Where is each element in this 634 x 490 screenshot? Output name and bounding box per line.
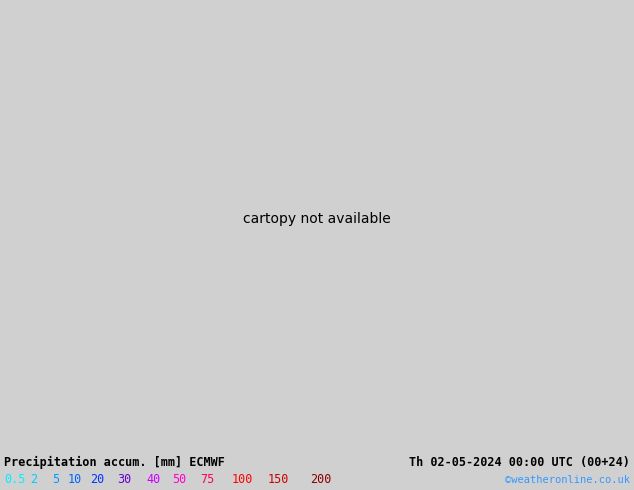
Text: 0.5: 0.5: [4, 473, 25, 487]
Text: 100: 100: [232, 473, 254, 487]
Text: Th 02-05-2024 00:00 UTC (00+24): Th 02-05-2024 00:00 UTC (00+24): [409, 456, 630, 469]
Text: 150: 150: [268, 473, 289, 487]
Text: 10: 10: [68, 473, 82, 487]
Text: 75: 75: [200, 473, 214, 487]
Text: 50: 50: [172, 473, 186, 487]
Text: Precipitation accum. [mm] ECMWF: Precipitation accum. [mm] ECMWF: [4, 456, 225, 469]
Text: 5: 5: [52, 473, 59, 487]
Text: cartopy not available: cartopy not available: [243, 212, 391, 226]
Text: 200: 200: [310, 473, 332, 487]
Text: 20: 20: [90, 473, 104, 487]
Text: 2: 2: [30, 473, 37, 487]
Text: ©weatheronline.co.uk: ©weatheronline.co.uk: [505, 475, 630, 485]
Text: 40: 40: [146, 473, 160, 487]
Text: 30: 30: [117, 473, 131, 487]
